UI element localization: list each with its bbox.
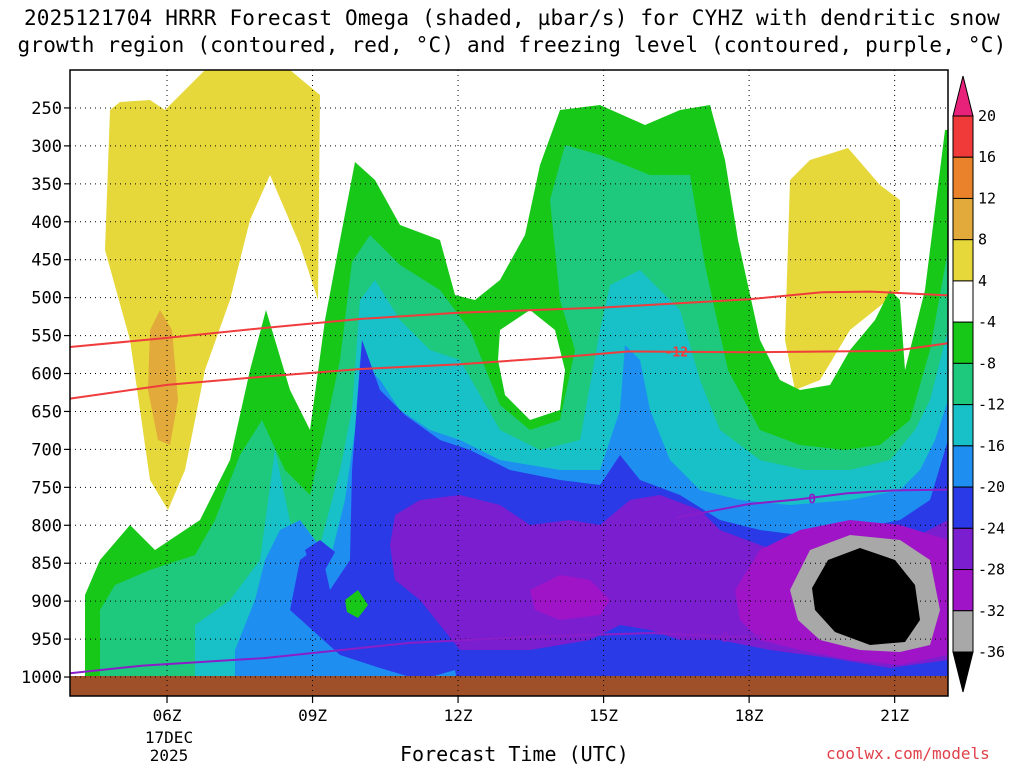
y-tick-label: 950: [31, 630, 62, 650]
blue-blob-09z: [305, 540, 335, 570]
y-tick-label: 550: [31, 327, 62, 347]
y-tick-label: 250: [31, 99, 62, 119]
colorbar-box: [952, 445, 974, 488]
date-label-year: 2025: [150, 746, 189, 765]
x-tick-label: 21Z: [880, 706, 909, 725]
black-core: [812, 548, 920, 645]
colorbar-label: -4: [978, 313, 996, 331]
x-tick-label: 06Z: [153, 706, 182, 725]
plot-frame: [69, 69, 949, 697]
colorbar-bottom-triangle: [952, 651, 974, 693]
y-tick-label: 300: [31, 137, 62, 157]
colorbar-label: 8: [978, 231, 987, 249]
colorbar-label: -12: [978, 396, 1005, 414]
colorbar-label: 4: [978, 272, 987, 290]
colorbar-label: 20: [978, 107, 996, 125]
contour-line: [69, 290, 949, 348]
credit-text: coolwx.com/models: [826, 744, 990, 763]
white-hole-2: [498, 310, 565, 420]
omega-shading: [70, 70, 948, 696]
colorbar-box: [952, 239, 974, 282]
colorbar-box: [952, 115, 974, 158]
colorbar-label: -20: [978, 478, 1005, 496]
y-tick-label: 750: [31, 478, 62, 498]
y-tick-label: 500: [31, 289, 62, 309]
yellow-region-right: [785, 148, 900, 390]
y-tick-label: 450: [31, 251, 62, 271]
colorbar: 20 16 12 8 4 -4 -8 -12 -16 -20 -24 -28 -32 -36: [952, 75, 1005, 693]
colorbar-label: -36: [978, 643, 1005, 661]
y-tick-label: 600: [31, 365, 62, 385]
chart-title-line-1: 2025121704 HRRR Forecast Omega (shaded, …: [23, 6, 1001, 30]
contour-line: [69, 342, 949, 400]
contour-label: 0: [808, 493, 816, 508]
colorbar-label: -16: [978, 437, 1005, 455]
y-axis-pressure: 250 300 350 400 450 500 550 600 650 700 750 800 850 9…: [21, 99, 70, 688]
y-tick-label: 700: [31, 440, 62, 460]
y-tick-label: 400: [31, 213, 62, 233]
contour-label: 0: [721, 631, 729, 646]
colorbar-label: -8: [978, 354, 996, 372]
colorbar-label: -28: [978, 561, 1005, 579]
x-tick-label: 15Z: [589, 706, 618, 725]
colorbar-box: [952, 610, 974, 653]
ground-fill: [70, 676, 948, 696]
colorbar-box: [952, 486, 974, 529]
y-tick-label: 850: [31, 554, 62, 574]
x-axis-time: 06Z 09Z 12Z 15Z 18Z 21Z: [153, 696, 909, 725]
date-label-day: 17DEC: [145, 728, 193, 747]
colorbar-box: [952, 280, 974, 323]
green-blob-10z: [345, 590, 368, 618]
colorbar-box: [952, 527, 974, 571]
colorbar-box: [952, 197, 974, 241]
colorbar-box: [952, 156, 974, 199]
violet-core-mid: [530, 575, 610, 620]
colorbar-box: [952, 404, 974, 447]
y-tick-label: 800: [31, 516, 62, 536]
colorbar-label: -32: [978, 602, 1005, 620]
chart-title-line-2: growth region (contoured, red, °C) and f…: [17, 33, 1007, 57]
colorbar-label: 16: [978, 148, 996, 166]
contour-line: [69, 631, 764, 675]
colorbar-top-triangle: [952, 75, 974, 117]
y-tick-label: 350: [31, 175, 62, 195]
x-axis-title: Forecast Time (UTC): [400, 742, 629, 766]
contour-label: -12: [665, 346, 688, 361]
y-tick-label: 900: [31, 592, 62, 612]
x-tick-label: 18Z: [735, 706, 764, 725]
y-tick-label: 1000: [21, 668, 62, 688]
x-tick-label: 09Z: [298, 706, 327, 725]
x-tick-label: 12Z: [444, 706, 473, 725]
temperature-contours: -12 0 0: [69, 290, 949, 675]
colorbar-box: [952, 569, 974, 612]
colorbar-box: [952, 362, 974, 406]
colorbar-label: -24: [978, 519, 1005, 537]
colorbar-label: 12: [978, 189, 996, 207]
contour-line: [676, 488, 949, 519]
y-tick-label: 650: [31, 402, 62, 422]
colorbar-box: [952, 321, 974, 364]
